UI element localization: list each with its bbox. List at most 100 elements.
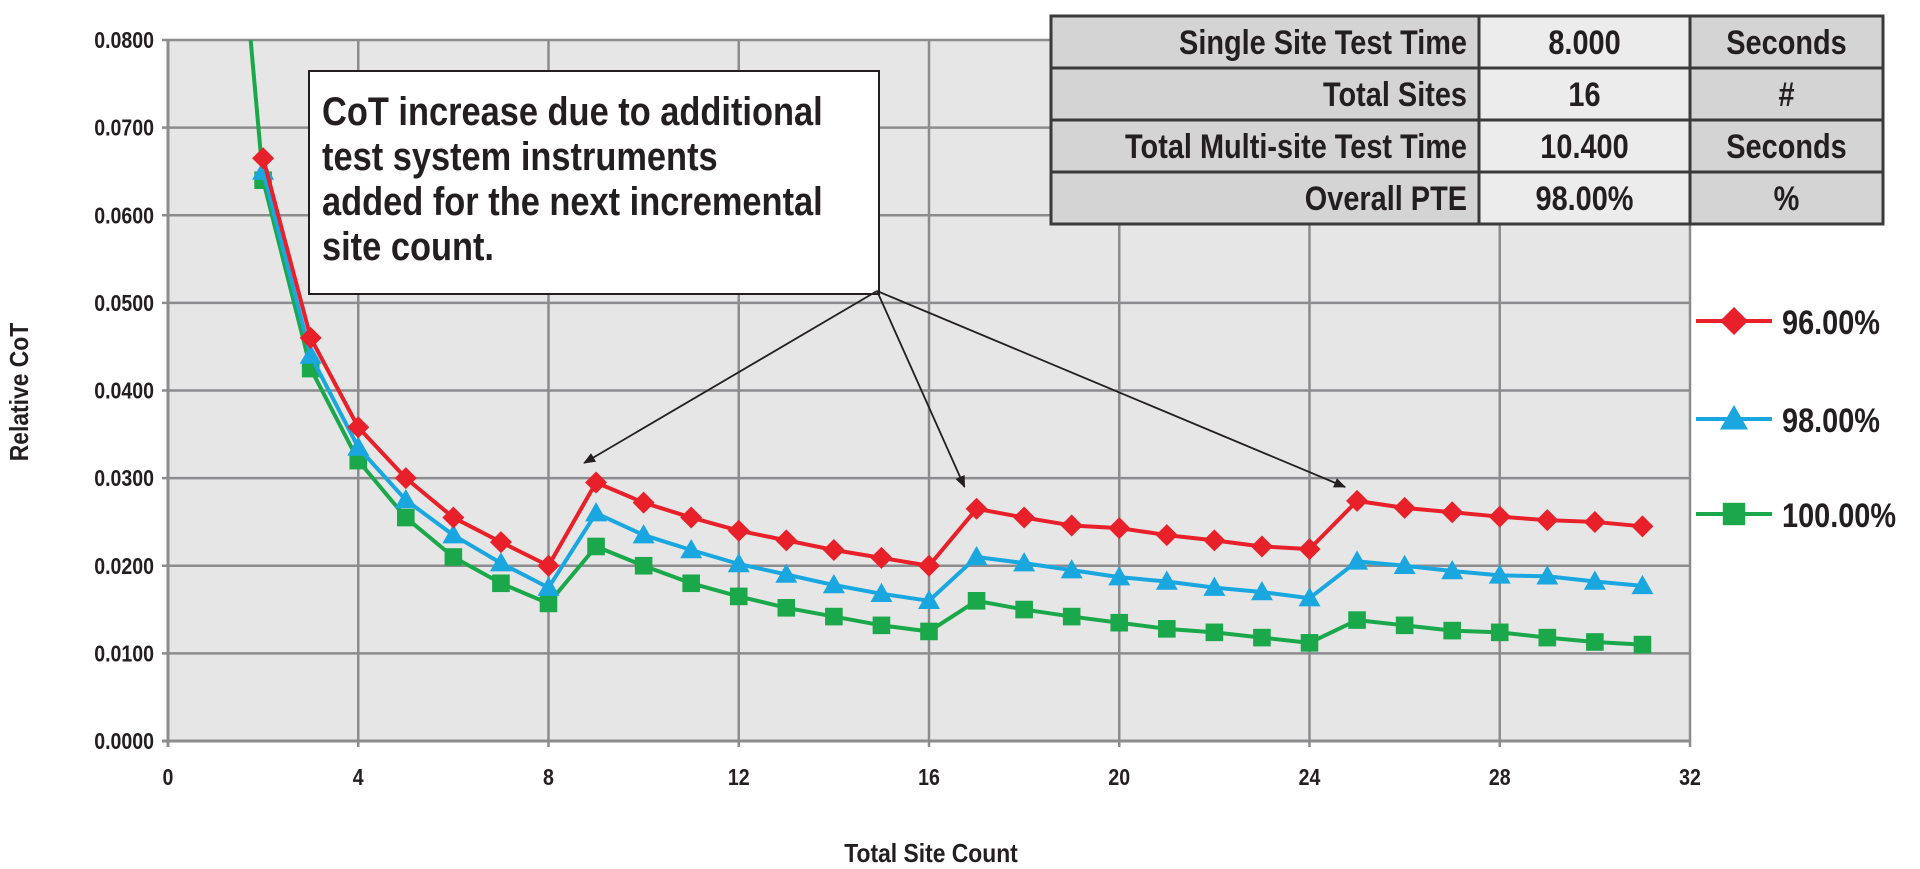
square-marker: [1300, 634, 1319, 652]
square-marker: [397, 508, 415, 527]
diamond-marker: [918, 554, 940, 577]
triangle-marker: [442, 524, 465, 544]
diamond-marker: [727, 519, 750, 542]
triangle-marker: [1720, 405, 1748, 430]
y-tick-label: 0.0500: [94, 290, 154, 316]
x-tick-label: 8: [543, 765, 554, 791]
table-label: Total Multi-site Test Time: [1125, 127, 1467, 166]
legend-label: 96.00%: [1782, 303, 1880, 342]
diamond-marker: [1155, 524, 1178, 547]
x-tick-labels: 0 4 8 12 16 20 24 28 32: [163, 765, 1701, 791]
diamond-marker: [347, 416, 370, 439]
square-marker: [1586, 633, 1604, 651]
table-cell-value: [1477, 66, 1692, 122]
y-tick-label: 0.0600: [94, 203, 154, 229]
triangle-marker: [727, 552, 750, 573]
info-table: Single Site Test Time 8.000 Seconds Total S…: [1049, 14, 1885, 226]
table-cell-unit: [1688, 170, 1885, 226]
legend-item: 96.00%: [1696, 303, 1880, 342]
table-cell-value: [1477, 14, 1692, 70]
triangle-marker: [1013, 552, 1036, 572]
square-marker: [1205, 623, 1224, 642]
square-marker: [967, 592, 986, 610]
table-label: Total Sites: [1323, 75, 1467, 114]
triangle-marker: [1583, 570, 1606, 590]
table-row: Single Site Test Time 8.000 Seconds: [1049, 14, 1885, 70]
diamond-marker: [1346, 489, 1369, 512]
triangle-marker: [775, 563, 798, 583]
square-marker: [682, 574, 700, 593]
square-marker: [349, 451, 368, 470]
diamond-marker: [1631, 515, 1654, 538]
triangle-marker: [1536, 565, 1559, 585]
triangle-marker: [1488, 564, 1511, 584]
table-row: Total Multi-site Test Time 10.400 Seconds: [1049, 118, 1885, 174]
x-tick-label: 12: [728, 765, 750, 791]
square-marker: [729, 587, 748, 606]
square-marker: [587, 537, 605, 556]
table-cell-unit: [1688, 118, 1885, 174]
legend-label: 100.00%: [1782, 496, 1896, 535]
table-cell-unit: [1688, 66, 1885, 122]
square-marker: [825, 607, 843, 626]
triangle-marker: [1631, 574, 1654, 595]
diamond-marker: [252, 147, 275, 170]
table-unit: #: [1778, 75, 1794, 114]
x-tick-label: 28: [1489, 765, 1511, 791]
annotation-text-line: CoT increase due to additional: [322, 89, 823, 134]
table-unit: Seconds: [1726, 23, 1846, 62]
triangle-marker: [965, 545, 988, 566]
square-marker: [444, 548, 463, 566]
triangle-marker: [1298, 587, 1321, 607]
triangle-marker: [585, 502, 608, 522]
diamond-marker: [632, 491, 655, 514]
triangle-marker: [1346, 550, 1369, 570]
legend: 96.00% 98.00% 100.00%: [1696, 303, 1896, 535]
diamond-marker: [1720, 307, 1748, 335]
table-unit: %: [1774, 179, 1800, 218]
table-cell-label: [1049, 170, 1481, 226]
series-line: [261, 170, 1643, 603]
series-group: [248, 40, 1654, 654]
diamond-marker: [775, 529, 798, 552]
annotation-text-line: added for the next incremental: [322, 179, 823, 224]
triangle-marker: [537, 576, 560, 596]
diamond-marker: [537, 554, 560, 577]
table-row: Overall PTE 98.00%%: [1049, 170, 1885, 226]
table-cell-label: [1049, 118, 1481, 174]
table-value: 8.000: [1548, 23, 1620, 62]
square-marker: [872, 616, 891, 635]
diamond-marker: [1298, 538, 1321, 561]
annotation-box: [308, 70, 880, 295]
triangle-marker: [632, 524, 655, 544]
diamond-marker: [1583, 510, 1606, 533]
x-tick-label: 24: [1299, 765, 1321, 791]
diamond-marker: [870, 546, 893, 569]
triangle-marker: [822, 574, 845, 594]
y-tick-label: 0.0200: [94, 553, 154, 579]
triangle-marker: [299, 344, 322, 364]
table-cell-label: [1049, 14, 1481, 70]
table-label: Overall PTE: [1305, 179, 1467, 218]
y-tick-label: 0.0700: [94, 115, 154, 141]
x-tick-label: 0: [163, 765, 174, 791]
square-marker: [1722, 502, 1746, 526]
triangle-marker: [870, 582, 893, 603]
x-tick-label: 32: [1679, 765, 1701, 791]
table-row: Total Sites 16 #: [1049, 66, 1885, 122]
table-cell-value: [1477, 118, 1692, 174]
square-marker: [1158, 620, 1176, 638]
y-tick-label: 0.0800: [94, 28, 154, 54]
diamond-marker: [489, 531, 512, 554]
triangle-marker: [1060, 559, 1083, 579]
annotation-arrow: [876, 290, 1346, 488]
diamond-marker: [442, 506, 465, 529]
square-marker: [634, 556, 653, 575]
series-96.00%: [252, 147, 1654, 577]
triangle-marker: [680, 538, 703, 559]
legend-item: 100.00%: [1696, 496, 1896, 535]
diamond-marker: [1488, 505, 1511, 528]
table-cell-value: [1477, 170, 1692, 226]
diamond-marker: [1203, 529, 1226, 552]
